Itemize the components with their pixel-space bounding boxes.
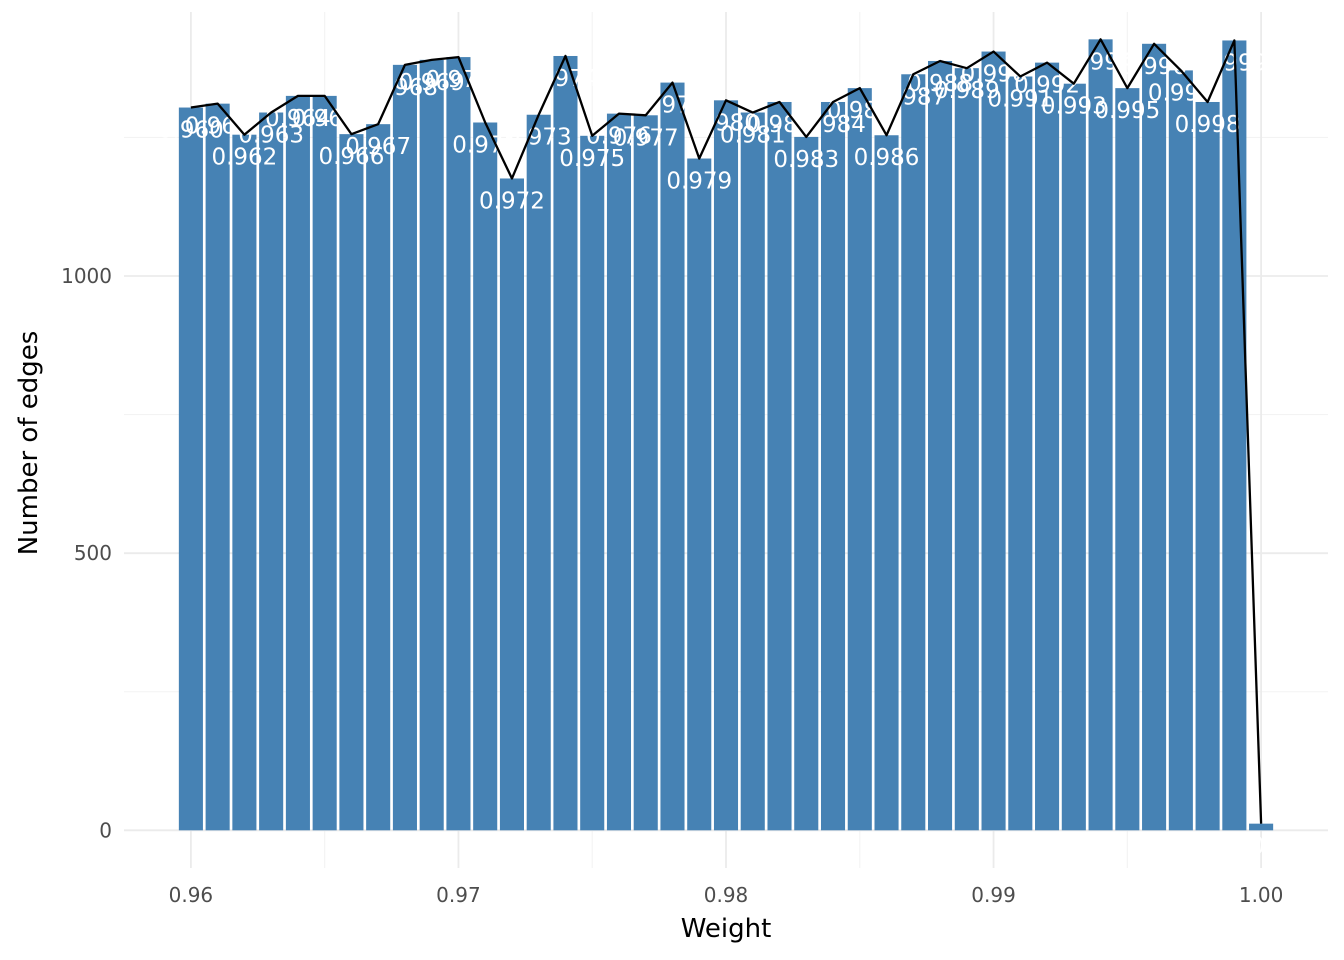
bar-label: 0.984 xyxy=(800,112,866,138)
bar-label: 0.970 xyxy=(426,67,492,93)
bar-label: 0.981 xyxy=(720,123,786,149)
bar-label: 0.987 xyxy=(880,84,946,110)
bar-label: 0.977 xyxy=(613,125,679,151)
bar-label: 0.963 xyxy=(238,123,304,149)
bar xyxy=(1195,101,1220,831)
y-axis-ticks: 0 500 1000 xyxy=(61,264,112,842)
bar xyxy=(1222,40,1247,831)
bar-label: 0.961 xyxy=(185,114,251,140)
bar xyxy=(713,100,739,831)
bar-label: 0.993 xyxy=(1041,94,1107,120)
bar-label: 0.994 xyxy=(1068,49,1134,75)
bar-label: 0.998 xyxy=(1175,112,1241,138)
bar-label: 0.971 xyxy=(452,132,518,158)
bar-label: 0.995 xyxy=(1094,98,1160,124)
bar-label: 0.978 xyxy=(640,93,706,119)
bar-label: 0.968 xyxy=(372,75,438,101)
bar xyxy=(419,59,444,831)
bar-label: 0.985 xyxy=(827,98,893,124)
bar xyxy=(1088,39,1113,831)
bar-label: 0.969 xyxy=(399,70,465,96)
bar xyxy=(954,68,979,831)
bar xyxy=(178,107,203,831)
bar xyxy=(874,135,899,831)
bar xyxy=(1061,83,1086,831)
bar xyxy=(446,57,471,831)
bar xyxy=(285,95,310,831)
bar xyxy=(633,115,658,831)
bar-label: 0.980 xyxy=(693,110,759,136)
y-tick-label: 500 xyxy=(74,541,112,565)
x-axis-title: Weight xyxy=(681,914,772,944)
bar xyxy=(847,88,872,831)
bar-label: 0.966 xyxy=(318,144,384,170)
bar xyxy=(1142,43,1167,831)
bar-label: 0.983 xyxy=(773,147,839,173)
bar xyxy=(205,103,230,831)
y-tick-label: 0 xyxy=(99,818,112,842)
bar-label: 0.967 xyxy=(345,134,411,160)
bar-label: 0.960 xyxy=(158,118,224,144)
bar-label: 0.972 xyxy=(479,188,545,214)
frequency-line xyxy=(190,38,1263,824)
bar xyxy=(259,112,284,831)
bar xyxy=(1249,823,1274,831)
bar xyxy=(928,60,953,831)
bar-label: 0.986 xyxy=(854,145,920,171)
bar xyxy=(901,74,926,831)
bar-label: 0.975 xyxy=(559,146,625,172)
bar xyxy=(232,134,257,831)
bar xyxy=(1035,62,1060,831)
bars xyxy=(178,39,1274,831)
bar-label: 0.997 xyxy=(1148,80,1214,106)
bar xyxy=(740,112,765,831)
bar xyxy=(820,101,846,831)
y-tick-label: 1000 xyxy=(61,264,112,288)
bar-label: 0.988 xyxy=(907,71,973,97)
bar-label: 0.973 xyxy=(506,125,572,151)
bar xyxy=(580,135,605,831)
bar xyxy=(981,51,1006,831)
x-axis-ticks: 0.96 0.97 0.98 0.99 1.00 xyxy=(169,883,1284,907)
x-tick-label: 0.99 xyxy=(971,883,1016,907)
x-tick-label: 0.98 xyxy=(704,883,749,907)
bar-label: 0.991 xyxy=(987,86,1053,112)
bar xyxy=(312,95,337,831)
bar-label: 1.000 xyxy=(1228,834,1294,860)
bar-label: 0.979 xyxy=(666,169,732,195)
bar-label: 0.992 xyxy=(1014,73,1080,99)
bar xyxy=(1115,88,1140,831)
bar-label: 0.976 xyxy=(586,124,652,150)
bar-label: 0.962 xyxy=(211,145,277,171)
x-tick-label: 1.00 xyxy=(1239,883,1284,907)
bar xyxy=(339,134,364,831)
x-tick-label: 0.97 xyxy=(436,883,481,907)
y-axis-title: Number of edges xyxy=(14,331,44,556)
x-tick-label: 0.96 xyxy=(169,883,214,907)
bar xyxy=(1008,76,1033,831)
bar xyxy=(687,158,712,831)
bar xyxy=(526,114,551,831)
bar xyxy=(553,55,578,831)
bar xyxy=(767,101,792,831)
bar xyxy=(499,178,524,831)
bar xyxy=(1168,70,1193,831)
bar xyxy=(606,113,632,831)
bar-label: 0.982 xyxy=(747,112,813,138)
bar xyxy=(366,124,391,831)
bar xyxy=(660,82,685,831)
bar-label: 0.974 xyxy=(533,66,599,92)
bar-label: 0.989 xyxy=(934,78,1000,104)
bar xyxy=(794,136,819,831)
bar xyxy=(473,122,498,831)
bar xyxy=(392,64,417,831)
